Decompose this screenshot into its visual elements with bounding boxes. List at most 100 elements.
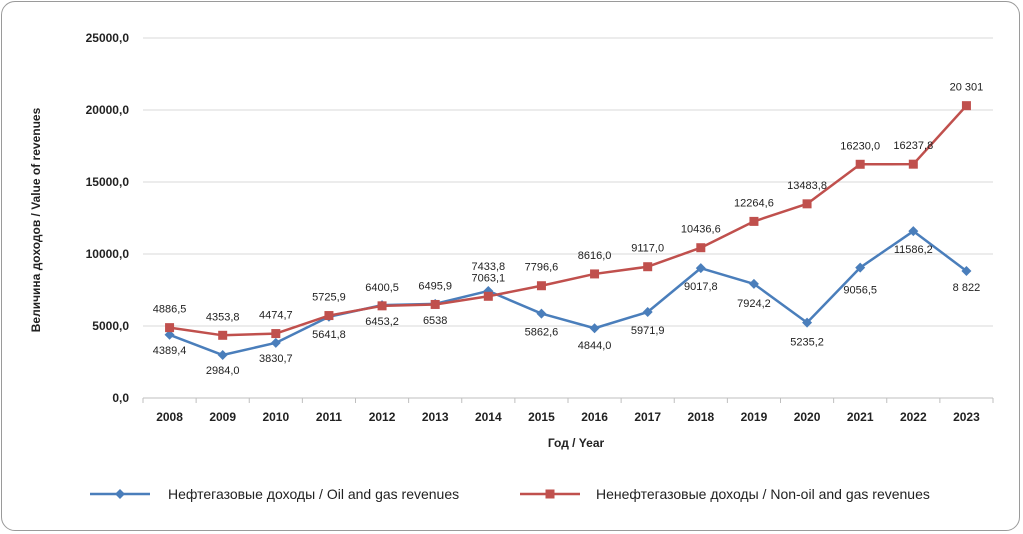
data-label: 12264,6 xyxy=(734,197,774,209)
data-label: 9117,0 xyxy=(631,243,664,255)
x-tick-label: 2014 xyxy=(475,410,502,424)
series-2 xyxy=(165,101,971,340)
data-point-square xyxy=(165,323,175,333)
y-tick-label: 15000,0 xyxy=(86,175,130,189)
data-point-diamond xyxy=(164,329,175,340)
data-label: 16230,0 xyxy=(840,140,880,152)
x-tick-label: 2018 xyxy=(687,410,714,424)
data-label: 5862,6 xyxy=(525,327,559,339)
x-tick-label: 2013 xyxy=(422,410,449,424)
data-label: 5971,9 xyxy=(631,325,665,337)
data-point-diamond xyxy=(695,263,706,274)
data-label: 5235,2 xyxy=(790,337,824,349)
x-axis-title: Год / Year xyxy=(548,436,605,450)
data-point-square xyxy=(643,262,653,272)
y-tick-label: 10000,0 xyxy=(86,247,130,261)
x-tick-label: 2012 xyxy=(369,410,396,424)
data-point-square xyxy=(218,330,228,340)
data-point-diamond xyxy=(802,317,813,328)
data-point-diamond xyxy=(115,489,125,499)
x-tick-label: 2009 xyxy=(209,410,236,424)
x-tick-label: 2011 xyxy=(316,410,342,424)
x-tick-label: 2019 xyxy=(741,410,768,424)
data-label: 3830,7 xyxy=(259,353,293,365)
data-point-square xyxy=(536,281,546,291)
legend-label: Ненефтегазовые доходы / Non-oil and gas … xyxy=(596,486,930,502)
data-point-diamond xyxy=(961,265,972,276)
data-point-diamond xyxy=(536,308,547,319)
data-label: 8 822 xyxy=(953,282,981,294)
data-label: 6453,2 xyxy=(365,316,399,328)
x-tick-label: 2022 xyxy=(900,410,927,424)
data-point-diamond xyxy=(748,278,759,289)
legend-item-1: Нефтегазовые доходы / Oil and gas revenu… xyxy=(90,486,459,502)
data-label: 4353,8 xyxy=(206,311,240,323)
data-label: 4474,7 xyxy=(259,310,293,322)
data-label: 4389,4 xyxy=(153,345,187,357)
data-label: 4886,5 xyxy=(153,304,187,316)
y-axis-title: Величина доходов / Value of revenues xyxy=(29,107,43,332)
x-tick-label: 2017 xyxy=(634,410,661,424)
data-label: 6538 xyxy=(423,315,447,327)
data-label: 10436,6 xyxy=(681,224,721,236)
y-tick-label: 5000,0 xyxy=(92,319,129,333)
data-point-square xyxy=(908,159,918,169)
series-line xyxy=(169,229,968,357)
data-point-square xyxy=(961,101,971,111)
x-tick-label: 2015 xyxy=(528,410,555,424)
data-label: 7433,8 xyxy=(471,261,505,273)
data-label: 20 301 xyxy=(950,82,984,94)
data-label: 13483,8 xyxy=(787,180,827,192)
data-point-square xyxy=(483,291,493,301)
y-tick-label: 0,0 xyxy=(112,391,129,405)
data-label: 8616,0 xyxy=(578,250,612,262)
x-tick-label: 2020 xyxy=(794,410,821,424)
x-tick-label: 2023 xyxy=(953,410,980,424)
data-label: 9056,5 xyxy=(843,285,877,297)
data-point-square xyxy=(430,299,440,309)
legend-label: Нефтегазовые доходы / Oil and gas revenu… xyxy=(168,486,459,502)
y-axis-ticks: 0,0 5000,0 10000,0 15000,0 20000,0 25000,0 xyxy=(86,31,130,405)
legend: Нефтегазовые доходы / Oil and gas revenu… xyxy=(90,486,930,502)
data-label: 2984,0 xyxy=(206,365,240,377)
gridlines xyxy=(143,37,993,327)
data-point-square xyxy=(545,489,555,499)
y-tick-label: 20000,0 xyxy=(86,103,130,117)
data-point-diamond xyxy=(908,226,919,237)
x-tick-label: 2008 xyxy=(156,410,183,424)
data-point-diamond xyxy=(217,350,228,361)
data-point-diamond xyxy=(642,307,653,318)
data-point-diamond xyxy=(270,337,281,348)
x-tick-label: 2021 xyxy=(847,410,874,424)
series-layer xyxy=(164,101,972,361)
data-label: 4844,0 xyxy=(578,340,612,352)
data-point-square xyxy=(271,329,281,339)
data-point-square xyxy=(696,243,706,253)
data-point-square xyxy=(324,311,334,321)
data-label: 7924,2 xyxy=(737,298,771,310)
data-point-square xyxy=(802,199,812,209)
data-labels: 4389,4 2984,0 3830,7 5641,8 6453,2 6538 7433,8… xyxy=(153,82,984,377)
data-label: 7063,1 xyxy=(471,272,505,284)
data-label: 6400,5 xyxy=(365,282,399,294)
data-point-square xyxy=(590,269,600,279)
data-label: 6495,9 xyxy=(418,280,452,292)
data-label: 7796,6 xyxy=(525,262,559,274)
x-axis-ticks: 2008 2009 2010 2011 2012 2013 2014 2015 2016 2017… xyxy=(142,398,994,424)
data-point-square xyxy=(855,159,865,169)
legend-item-2: Ненефтегазовые доходы / Non-oil and gas … xyxy=(520,486,930,502)
data-label: 16237,8 xyxy=(893,140,933,152)
data-label: 9017,8 xyxy=(684,281,718,293)
data-point-diamond xyxy=(589,323,600,334)
data-point-diamond xyxy=(855,262,866,273)
y-tick-label: 25000,0 xyxy=(86,31,130,45)
data-label: 5725,9 xyxy=(312,292,346,304)
data-label: 5641,8 xyxy=(312,329,346,341)
data-label: 11586,2 xyxy=(894,244,933,256)
x-tick-label: 2010 xyxy=(262,410,289,424)
series-line xyxy=(169,104,968,337)
data-point-square xyxy=(377,301,387,311)
data-point-square xyxy=(749,216,759,226)
